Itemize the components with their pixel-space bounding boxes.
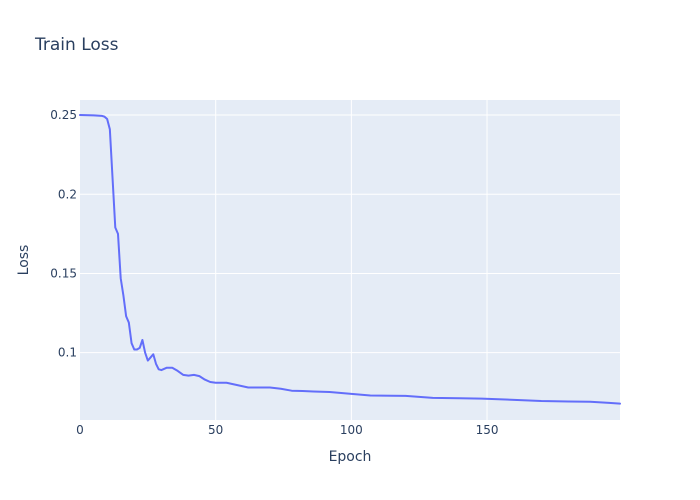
series-line-0 [79, 114, 621, 405]
tick-labels: 0 50 100 150 0.1 0.15 0.2 0.25 [50, 108, 498, 437]
y-tick-label: 0.15 [50, 266, 77, 280]
y-tick-label: 0.25 [50, 108, 77, 122]
x-axis-label: Epoch [329, 449, 372, 465]
chart-title: Train Loss [34, 35, 119, 55]
x-tick-label: 150 [476, 423, 499, 437]
plot-area [80, 100, 620, 420]
x-tick-label: 50 [208, 423, 223, 437]
series-layer [79, 114, 621, 405]
y-axis-label: Loss [16, 245, 32, 276]
y-tick-label: 0.2 [58, 187, 77, 201]
x-tick-label: 100 [340, 423, 363, 437]
grid-lines [80, 100, 620, 420]
x-tick-label: 0 [76, 423, 84, 437]
y-tick-label: 0.1 [58, 346, 77, 360]
